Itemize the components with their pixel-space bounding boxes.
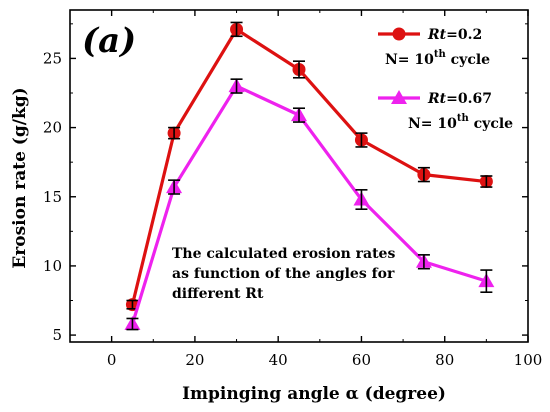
y-tick-label: 5 xyxy=(52,326,62,344)
x-tick-label: 100 xyxy=(514,351,543,369)
legend-label-value: =0.67 xyxy=(446,91,492,107)
legend-cycle-sup: th xyxy=(457,113,470,124)
legend-cycle: N= 10th cycle xyxy=(385,49,490,68)
annotation: The calculated erosion rates as function… xyxy=(172,246,395,302)
x-tick-label: 60 xyxy=(352,351,371,369)
y-tick-label: 10 xyxy=(43,257,62,275)
x-tick-label: 20 xyxy=(185,351,204,369)
annotation-line-3: different Rt xyxy=(172,286,264,302)
legend-cycle-suffix: cycle xyxy=(446,52,490,68)
legend-marker xyxy=(391,90,407,104)
plot-border xyxy=(69,9,529,343)
plot-frame xyxy=(69,9,529,343)
series-2 xyxy=(124,78,495,331)
legend-label-value: =0.2 xyxy=(446,27,482,43)
series-layer xyxy=(124,21,495,331)
x-tick-label: 80 xyxy=(435,351,454,369)
y-tick-label: 25 xyxy=(43,49,62,67)
y-axis-label: Erosion rate (g/kg) xyxy=(10,87,30,268)
x-tick-label: 0 xyxy=(107,351,117,369)
legend-marker xyxy=(392,27,406,41)
x-axis-label: Impinging angle α (degree) xyxy=(182,384,446,404)
legend-cycle-sup: th xyxy=(434,49,447,60)
panel-label: (a) xyxy=(82,21,136,61)
legend-label-italic: Rt xyxy=(427,91,447,107)
x-tick-label: 40 xyxy=(269,351,288,369)
legend-cycle-prefix: N= 10 xyxy=(385,52,434,68)
x-axis-ticks: 0 20 40 60 80 100 xyxy=(69,10,543,369)
annotation-line-1: The calculated erosion rates xyxy=(172,246,395,262)
y-tick-label: 15 xyxy=(43,188,62,206)
legend-label-italic: Rt xyxy=(427,27,447,43)
y-axis-ticks: 5 10 15 20 25 xyxy=(43,23,528,344)
legend-cycle-prefix: N= 10 xyxy=(408,116,457,132)
y-tick-label: 20 xyxy=(43,119,62,137)
legend-cycle: N= 10th cycle xyxy=(408,113,513,132)
legend-label: Rt=0.2 xyxy=(427,27,482,43)
legend-cycle-suffix: cycle xyxy=(469,116,513,132)
legend-label: Rt=0.67 xyxy=(427,91,492,107)
series-1 xyxy=(125,21,493,312)
annotation-line-2: as function of the angles for xyxy=(172,266,395,282)
legend-entry-1: Rt=0.2 N= 10th cycle xyxy=(378,27,490,68)
legend-entry-2: Rt=0.67 N= 10th cycle xyxy=(378,90,513,132)
